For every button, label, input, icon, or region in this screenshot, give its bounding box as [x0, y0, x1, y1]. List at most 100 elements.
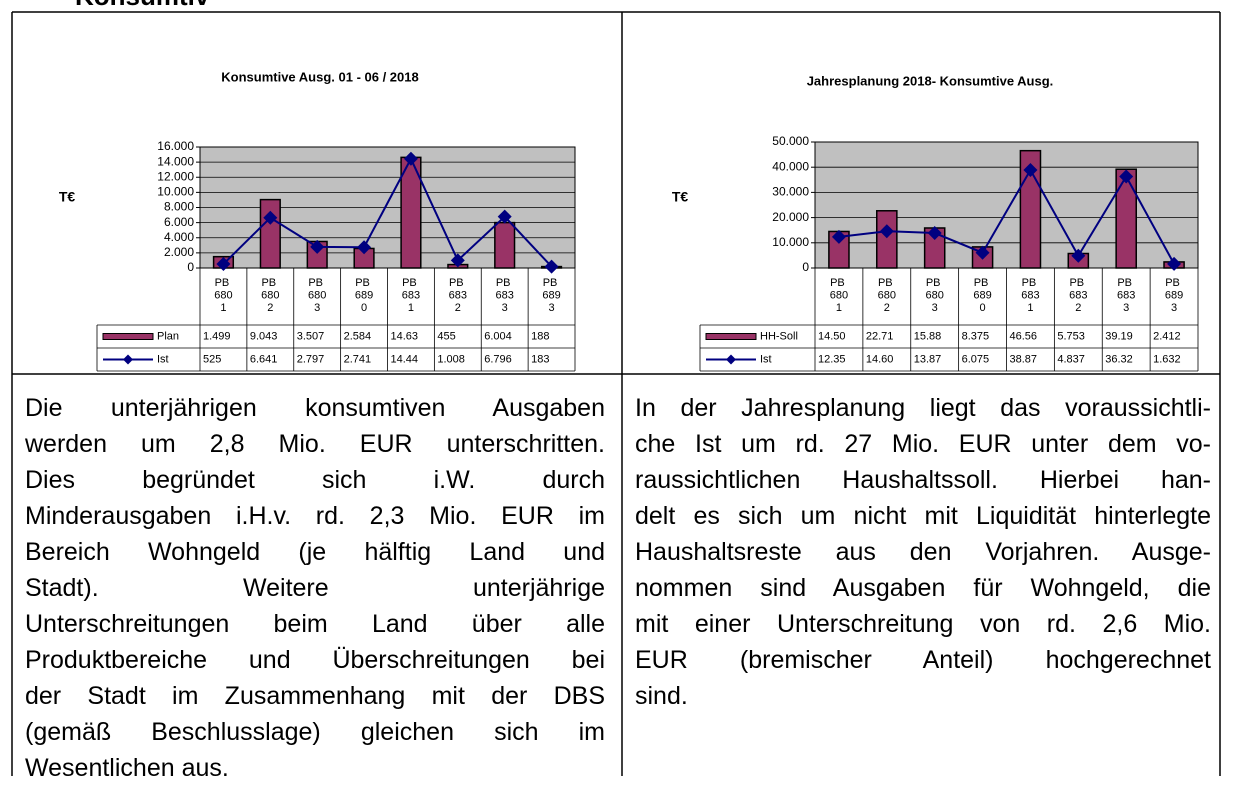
bar — [494, 221, 516, 269]
paragraph: Die unterjährigen konsumtiven Ausgaben we… — [25, 390, 605, 786]
text-line: raussichtlichen Haushaltssoll. Hierbei h… — [635, 466, 1211, 494]
table-value: 455 — [437, 330, 455, 342]
heading-bg — [60, 0, 220, 10]
x-tick-label: PB 683 3 — [1117, 277, 1135, 314]
table-value: 38.87 — [1010, 353, 1038, 365]
table-value: 14.63 — [391, 330, 419, 342]
point — [1071, 248, 1086, 263]
table-value: 2.412 — [1153, 330, 1181, 342]
legend-label: Ist — [760, 353, 772, 365]
y-tick-label: 0 — [187, 260, 194, 274]
y-tick-label: 16.000 — [157, 139, 194, 153]
table-value: 39.19 — [1105, 330, 1133, 342]
chart-title: Konsumtive Ausg. 01 - 06 / 2018 — [221, 69, 418, 84]
table-value: 3.507 — [297, 330, 325, 342]
table-value: 188 — [531, 330, 549, 342]
x-tick-label: PB 680 2 — [261, 277, 279, 314]
table-value: 6.075 — [962, 353, 990, 365]
point — [310, 239, 325, 254]
table-value: 22.71 — [866, 330, 894, 342]
text-line: Unterschreitungen beim Land über alle — [25, 610, 605, 638]
table-value: 6.796 — [484, 353, 512, 365]
table-value: 1.499 — [203, 330, 231, 342]
x-tick-label: PB 683 2 — [1069, 277, 1087, 314]
point — [1119, 169, 1134, 184]
text-line: che Ist um rd. 27 Mio. EUR unter dem vo- — [635, 430, 1211, 458]
x-tick-label: PB 683 1 — [1021, 277, 1039, 314]
text-line: Bereich Wohngeld (je hälftig Land und — [25, 538, 605, 566]
point — [403, 151, 418, 166]
y-tick-label: 0 — [802, 260, 809, 274]
table-value: 5.753 — [1057, 330, 1085, 342]
text-line: Wesentlichen aus. — [25, 754, 229, 782]
frame — [11, 11, 1221, 776]
table-value: 13.87 — [914, 353, 942, 365]
bar — [876, 210, 898, 269]
table-value: 1.008 — [437, 353, 465, 365]
point — [450, 253, 465, 268]
text-line: Stadt). Weitere unterjährige — [25, 574, 605, 602]
point — [544, 259, 559, 274]
table-value: 6.641 — [250, 353, 278, 365]
point — [357, 240, 372, 255]
y-tick-label: 20.000 — [772, 210, 809, 224]
table-value: 36.32 — [1105, 353, 1133, 365]
chart-title: Jahresplanung 2018- Konsumtive Ausg. — [807, 73, 1054, 88]
point — [1167, 256, 1182, 271]
table-value: 14.50 — [818, 330, 846, 342]
y-tick-label: 4.000 — [164, 230, 194, 244]
point — [831, 229, 846, 244]
text-line: der Stadt im Zusammenhang mit der DBS — [25, 682, 605, 710]
text-line: nommen sind Ausgaben für Wohngeld, die — [635, 574, 1211, 602]
x-tick-label: PB 689 3 — [542, 277, 560, 314]
table-value: 4.837 — [1057, 353, 1085, 365]
bar — [1115, 168, 1137, 269]
text-line: werden um 2,8 Mio. EUR unterschritten. — [25, 430, 605, 458]
point — [975, 245, 990, 260]
text-line: (gemäß Beschlusslage) gleichen sich im — [25, 718, 605, 746]
text-line: Produktbereiche und Überschreitungen bei — [25, 646, 605, 674]
y-tick-label: 10.000 — [157, 185, 194, 199]
table-value: 2.584 — [344, 330, 372, 342]
table-value: 2.797 — [297, 353, 325, 365]
x-tick-label: PB 689 0 — [973, 277, 991, 314]
legend-swatch — [726, 354, 736, 365]
point — [497, 209, 512, 224]
x-tick-label: PB 680 1 — [830, 277, 848, 314]
y-tick-label: 40.000 — [772, 159, 809, 173]
text-line: Minderausgaben i.H.v. rd. 2,3 Mio. EUR i… — [25, 502, 605, 530]
table-value: 1.632 — [1153, 353, 1181, 365]
table-value: 2.741 — [344, 353, 372, 365]
heading: Konsumtiv — [75, 0, 210, 11]
legend-swatch — [705, 333, 757, 340]
text-line: In der Jahresplanung liegt das voraussic… — [635, 394, 1211, 422]
y-tick-label: 14.000 — [157, 154, 194, 168]
table-value: 15.88 — [914, 330, 942, 342]
line — [222, 156, 553, 268]
table-value: 6.004 — [484, 330, 512, 342]
text-line: Haushaltsreste aus den Vorjahren. Ausge- — [635, 538, 1211, 566]
y-tick-label: 12.000 — [157, 169, 194, 183]
table-value: 14.44 — [391, 353, 419, 365]
y-tick-label: 10.000 — [772, 235, 809, 249]
plot-area — [814, 141, 1199, 269]
x-tick-label: PB 689 3 — [1165, 277, 1183, 314]
table-value: 9.043 — [250, 330, 278, 342]
x-tick-label: PB 683 2 — [449, 277, 467, 314]
line — [838, 168, 1175, 265]
legend-label: Plan — [157, 330, 179, 342]
table-value: 46.56 — [1010, 330, 1038, 342]
y-tick-label: 50.000 — [772, 134, 809, 148]
text-line: delt es sich um nicht mit Liquidität hin… — [635, 502, 1211, 530]
text-line: Dies begründet sich i.W. durch — [25, 466, 605, 494]
y-axis-label: T€ — [59, 189, 76, 205]
table-value: 525 — [203, 353, 221, 365]
x-tick-label: PB 680 2 — [878, 277, 896, 314]
x-tick-label: PB 683 1 — [402, 277, 420, 314]
y-tick-label: 6.000 — [164, 215, 194, 229]
text-line: sind. — [635, 682, 688, 710]
legend-label: HH-Soll — [760, 330, 798, 342]
legend-label: Ist — [157, 353, 169, 365]
